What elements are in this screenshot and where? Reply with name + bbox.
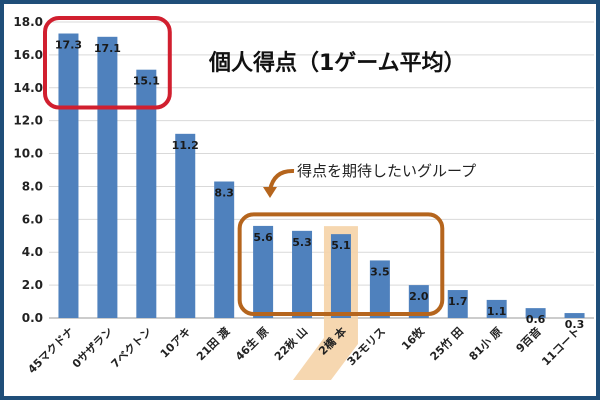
callout-arrow-icon <box>268 168 295 191</box>
y-tick-label: 6.0 <box>22 212 43 226</box>
x-tick-label: 7ベクトン <box>109 325 155 371</box>
y-tick-label: 16.0 <box>13 48 43 62</box>
data-label: 3.5 <box>370 265 390 278</box>
bar <box>486 299 507 318</box>
x-tick-label: 25竹 田 <box>427 324 466 363</box>
x-tick-label: 21田 渡 <box>193 324 233 364</box>
data-labels: 17.3 17.1 15.1 11.2 8.3 5.6 5.3 5.1 3.5 2.0 1.7 1.1… <box>55 39 584 332</box>
y-tick-label: 0.0 <box>22 311 43 325</box>
data-label: 15.1 <box>133 75 160 88</box>
bar <box>97 36 118 319</box>
x-tick-label: 22秋 山 <box>271 324 310 363</box>
x-tick-label: 45マクドナ <box>25 325 76 376</box>
y-tick-label: 8.0 <box>22 179 43 193</box>
chart-title: 個人得点（1ゲーム平均） <box>208 50 466 76</box>
bar <box>330 234 351 318</box>
x-tick-label: 81小 原 <box>466 324 505 363</box>
bar <box>136 69 157 318</box>
x-tick-label: 10アキ <box>158 325 194 361</box>
data-label: 0.3 <box>565 318 585 331</box>
y-tick-label: 10.0 <box>13 147 43 161</box>
data-label: 5.3 <box>292 236 312 249</box>
bar <box>564 313 585 318</box>
bar <box>447 290 468 318</box>
data-label: 17.3 <box>55 39 82 52</box>
data-label: 17.1 <box>94 42 121 55</box>
x-tick-label: 46生 原 <box>232 324 271 363</box>
y-axis-ticks: 0.0 2.0 4.0 6.0 8.0 10.0 12.0 14.0 16.0 18.0 <box>13 15 43 325</box>
group-box-top <box>43 16 172 110</box>
x-tick-label: 16牧 <box>398 324 427 353</box>
bar-chart: 0.0 2.0 4.0 6.0 8.0 10.0 12.0 14.0 16.0 18.0 17.3… <box>13 15 594 380</box>
y-tick-label: 2.0 <box>22 278 43 292</box>
data-label: 5.6 <box>253 231 273 244</box>
group-boxes <box>43 16 445 316</box>
y-tick-label: 14.0 <box>13 81 43 95</box>
data-label: 2.0 <box>409 290 429 303</box>
x-tick-label: 9百音 <box>513 324 544 355</box>
y-tick-label: 12.0 <box>13 114 43 128</box>
data-label: 1.1 <box>487 305 507 318</box>
callout-arrowhead-icon <box>263 187 277 198</box>
bar <box>175 133 196 318</box>
bar <box>214 181 235 318</box>
bar <box>58 33 79 318</box>
data-label: 5.1 <box>331 239 351 252</box>
group-box-expected <box>237 212 445 316</box>
data-label: 11.2 <box>172 139 199 152</box>
bar <box>408 285 429 318</box>
y-tick-label: 18.0 <box>13 15 43 29</box>
callout-text: 得点を期待したいグループ <box>297 162 476 180</box>
x-tick-label: 11コート <box>539 325 582 368</box>
bar <box>369 260 390 318</box>
bar <box>525 308 546 318</box>
data-label: 1.7 <box>448 295 468 308</box>
y-tick-label: 4.0 <box>22 245 43 259</box>
bar <box>253 225 274 318</box>
data-label: 0.6 <box>526 313 546 326</box>
x-tick-label: 0サザラン <box>70 325 116 371</box>
data-label: 8.3 <box>214 187 234 200</box>
bar <box>292 230 313 318</box>
